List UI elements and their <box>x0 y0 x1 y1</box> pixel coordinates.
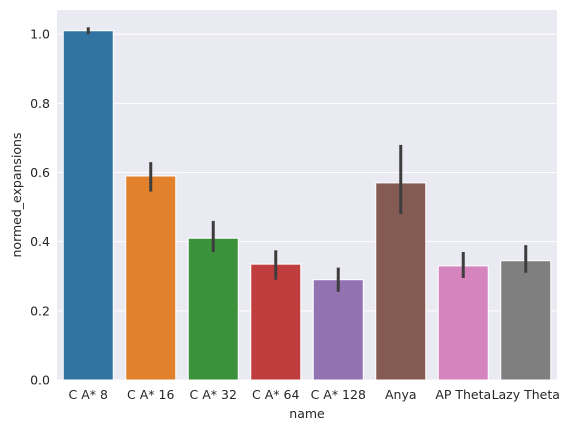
x-tick-label: Lazy Theta <box>492 387 560 402</box>
x-tick-label: C A* 64 <box>252 387 299 402</box>
y-tick-label: 0.8 <box>30 96 50 111</box>
bar <box>188 238 238 380</box>
bar <box>63 31 113 380</box>
bar <box>126 176 176 380</box>
bar <box>438 266 488 380</box>
x-tick-label: C A* 128 <box>311 387 366 402</box>
x-tick-labels: C A* 8 C A* 16 C A* 32 C A* 64 C A* 128 Anya A… <box>69 387 560 402</box>
x-tick-label: C A* 32 <box>190 387 237 402</box>
x-axis-label: name <box>289 406 325 421</box>
bar <box>501 261 551 380</box>
y-tick-label: 0.0 <box>30 373 50 388</box>
y-axis-label: normed_expansions <box>9 133 24 258</box>
x-tick-label: C A* 8 <box>69 387 108 402</box>
bar <box>313 280 363 380</box>
y-tick-label: 0.6 <box>30 165 50 180</box>
y-tick-label: 1.0 <box>30 27 50 42</box>
y-tick-labels: 0.0 0.2 0.4 0.6 0.8 1.0 <box>30 27 50 388</box>
x-tick-label: C A* 16 <box>127 387 174 402</box>
y-tick-label: 0.2 <box>30 303 50 318</box>
bar <box>251 264 301 380</box>
x-tick-label: Anya <box>385 387 417 402</box>
x-tick-label: AP Theta <box>435 387 491 402</box>
y-tick-label: 0.4 <box>30 234 50 249</box>
